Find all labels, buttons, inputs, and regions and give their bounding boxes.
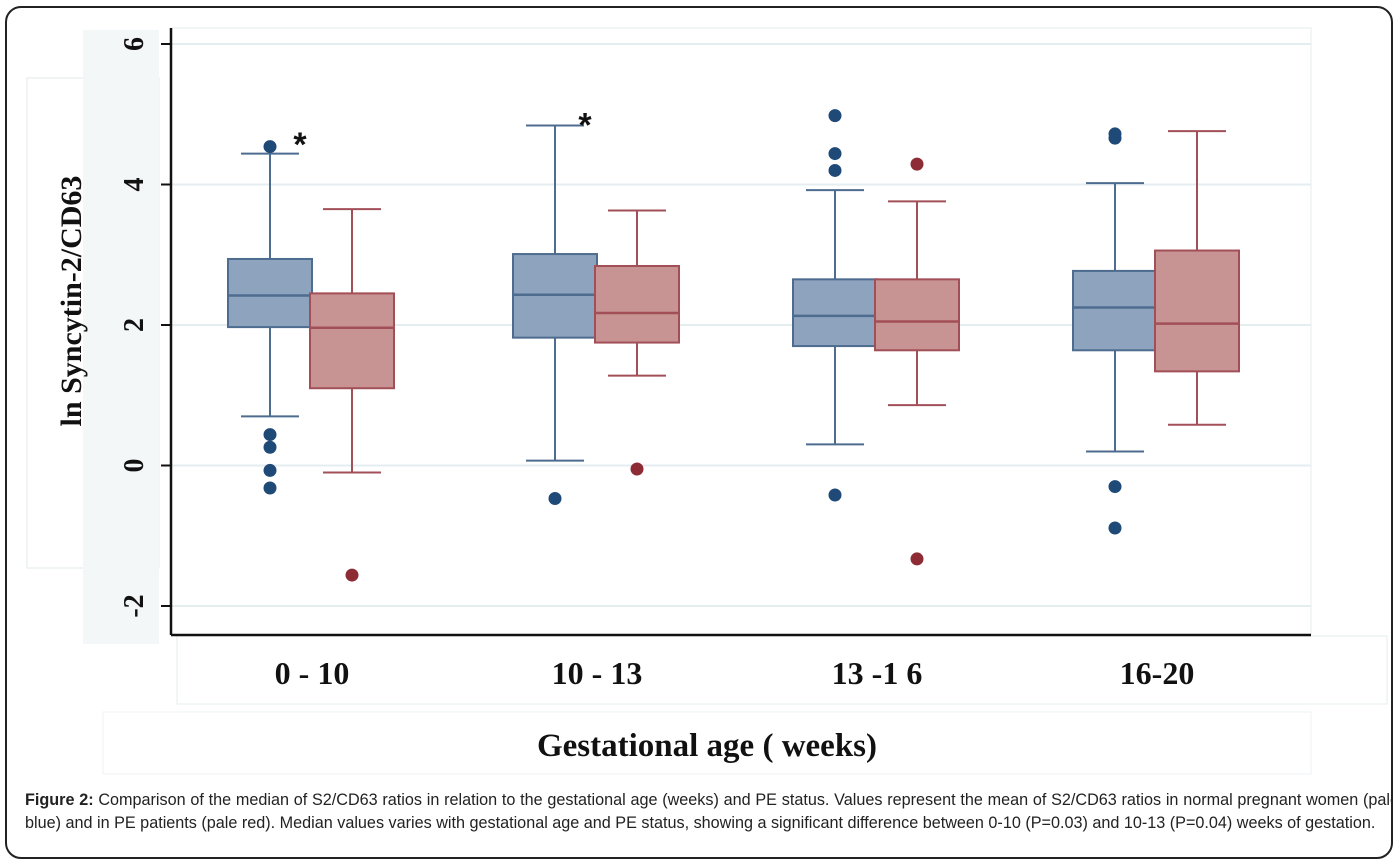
outlier-point-2	[828, 163, 842, 177]
outlier-point-0	[548, 492, 562, 506]
grid-lines	[171, 43, 1311, 607]
iqr-box	[1072, 269, 1158, 352]
iqr-box	[1154, 249, 1240, 373]
iqr-box	[792, 278, 878, 348]
x-tick-label-2: 13 -1 6	[832, 655, 923, 691]
outlier-point-2	[263, 440, 277, 454]
outlier-point-4	[263, 481, 277, 495]
x-axis-panel	[176, 635, 1388, 705]
caption-label: Figure 2:	[25, 791, 94, 809]
significance-asterisk-1: *	[578, 106, 592, 144]
caption-text: Comparison of the median of S2/CD63 rati…	[25, 791, 1393, 832]
box-s1-c1	[594, 209, 680, 476]
outlier-point-0	[630, 462, 644, 476]
box-s0-c1	[512, 124, 598, 506]
outlier-point-1	[910, 552, 924, 566]
iqr-box	[227, 257, 313, 329]
y-tick-label-2: 2	[119, 318, 150, 332]
outlier-point-2	[1108, 480, 1122, 494]
outlier-point-1	[263, 428, 277, 442]
significance-asterisk-0: *	[293, 126, 307, 164]
x-axis-label: Gestational age ( weeks)	[537, 728, 877, 764]
iqr-box	[309, 292, 395, 390]
y-axis-strip	[83, 30, 159, 644]
y-tick-label-4: 6	[119, 37, 150, 51]
x-tick-label-3: 16-20	[1120, 655, 1195, 691]
box-s1-c3	[1154, 130, 1240, 426]
y-tick-label-1: 0	[119, 459, 150, 473]
outlier-point-3	[1108, 521, 1122, 535]
outlier-point-0	[263, 140, 277, 154]
figure-caption: Figure 2: Comparison of the median of S2…	[25, 789, 1393, 834]
iqr-box	[594, 264, 680, 344]
outlier-point-1	[828, 147, 842, 161]
y-tick-label-0: -2	[119, 594, 150, 617]
xlabel-panel	[102, 711, 1312, 775]
box-s1-c0	[309, 208, 395, 582]
x-tick-label-0: 0 - 10	[275, 655, 350, 691]
outlier-point-3	[263, 463, 277, 477]
x-tick-labels: 0 - 10 10 - 13 13 -1 6 16-20	[275, 655, 1195, 691]
annotations-layer: **	[293, 106, 592, 164]
outlier-point-0	[910, 157, 924, 171]
y-tick-label-3: 4	[119, 178, 150, 192]
outlier-point-1	[1108, 131, 1122, 145]
y-tick-labels: -2 0 2 4 6	[119, 37, 171, 618]
boxes-layer	[227, 109, 1240, 582]
box-s1-c2	[874, 157, 960, 566]
outlier-point-3	[828, 488, 842, 502]
outlier-point-0	[345, 568, 359, 582]
box-s0-c2	[792, 109, 878, 502]
outlier-point-0	[828, 109, 842, 123]
x-tick-label-1: 10 - 13	[552, 655, 643, 691]
figure-frame: -2 0 2 4 6 * * 0 - 10 10 - 13 13 -1 6 16-20 ln S…	[5, 6, 1393, 859]
iqr-box	[874, 278, 960, 352]
y-axis-label: ln Syncytin-2/CD63	[55, 176, 88, 427]
